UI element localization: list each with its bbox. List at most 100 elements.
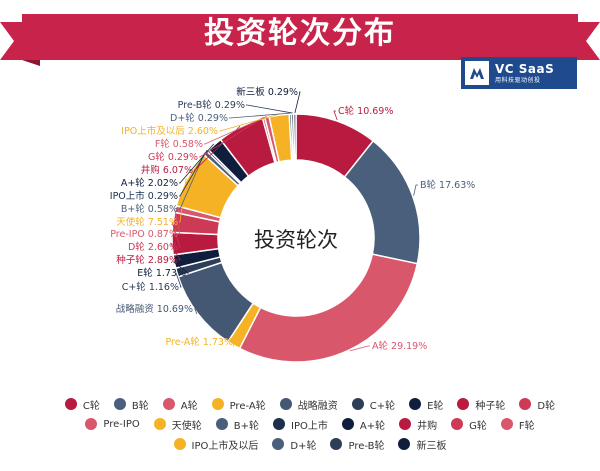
data-label-item-10: 天使轮 7.51% <box>116 216 178 228</box>
legend-item-d[interactable]: D+轮 <box>272 434 316 454</box>
data-label-ipo: IPO上市及以后 2.60% <box>121 125 218 137</box>
legend-item-c[interactable]: C轮 <box>64 394 100 414</box>
leader-line-b <box>413 184 418 196</box>
legend-swatch <box>173 438 186 450</box>
legend-swatch <box>215 418 228 430</box>
legend-label: F轮 <box>518 420 535 432</box>
leader-line-pre-a <box>232 341 236 347</box>
slice-item-20 <box>292 113 297 161</box>
data-label-a: A轮 29.19% <box>372 340 427 352</box>
legend-swatch <box>113 398 126 410</box>
legend-item-b[interactable]: B轮 <box>113 394 149 414</box>
legend-swatch <box>162 398 175 410</box>
leader-line-item-14 <box>194 125 241 171</box>
legend-swatch <box>500 418 513 430</box>
data-label-pre-ipo: Pre-IPO 0.87% <box>110 229 178 240</box>
legend-swatch <box>330 438 343 450</box>
legend-label: E轮 <box>427 400 444 412</box>
data-label-d: D+轮 0.29% <box>170 112 228 124</box>
slice-a <box>238 253 419 363</box>
leader-line-d <box>229 112 291 119</box>
legend-item-item-14[interactable]: 井购 <box>399 414 437 434</box>
legend-item-pre-a[interactable]: Pre-A轮 <box>211 394 266 414</box>
legend-item-item-10[interactable]: 天使轮 <box>153 414 202 434</box>
legend-item-item-4[interactable]: 战略融资 <box>279 394 338 414</box>
legend-label: G轮 <box>469 420 487 432</box>
donut-center-label: 投资轮次 <box>254 228 338 252</box>
leader-line-a <box>179 143 215 184</box>
leader-line-f <box>204 116 267 145</box>
leader-line-pre-ipo <box>174 208 181 235</box>
data-label-ipo: IPO上市 0.29% <box>110 190 178 202</box>
vc-saas-logo: VC SaaS 用科技驱动创投 <box>461 57 577 89</box>
legend-item-item-20[interactable]: 新三板 <box>398 434 446 454</box>
data-label-c: C轮 10.69% <box>338 105 393 117</box>
donut-chart: C轮 10.69% B轮 17.63% A轮 29.19% Pre-A轮 1.73% 战… <box>110 86 475 363</box>
data-label-pre-a: Pre-A轮 1.73% <box>165 336 233 348</box>
logo-name: VC SaaS <box>495 61 555 76</box>
leader-line-item-20 <box>294 91 301 114</box>
legend-label: Pre-IPO <box>103 418 140 430</box>
leader-line-e <box>173 261 190 274</box>
legend-swatch <box>409 398 422 410</box>
data-label-item-20: 新三板 0.29% <box>236 86 298 98</box>
leader-line-d <box>171 222 181 248</box>
legend-item-pre-ipo[interactable]: Pre-IPO <box>85 414 140 434</box>
legend-item-f[interactable]: F轮 <box>500 414 535 434</box>
leader-line-c <box>175 272 182 288</box>
legend-label: C+轮 <box>369 400 396 412</box>
legend-item-item-7[interactable]: 种子轮 <box>457 394 505 414</box>
legend-label: B轮 <box>131 400 149 412</box>
legend-label: A轮 <box>180 400 198 412</box>
title-banner <box>0 14 600 66</box>
legend-swatch <box>273 418 285 430</box>
legend-item-e[interactable]: E轮 <box>409 394 443 414</box>
legend-item-g[interactable]: G轮 <box>451 414 487 434</box>
legend-item-a[interactable]: A轮 <box>162 394 198 414</box>
legend-item-b[interactable]: B+轮 <box>215 414 259 434</box>
legend-label: 天使轮 <box>171 420 202 432</box>
leader-line-pre-b <box>246 104 293 114</box>
legend-swatch <box>64 398 77 410</box>
legend-label: 井购 <box>417 420 438 432</box>
data-label-g: G轮 0.29% <box>148 151 198 163</box>
legend-swatch <box>457 398 470 410</box>
legend-label: A+轮 <box>359 420 386 432</box>
data-label-e: E轮 1.73% <box>137 267 186 279</box>
logo-mark-icon <box>465 61 489 85</box>
legend-label: Pre-B轮 <box>348 440 385 452</box>
legend-swatch <box>451 418 464 430</box>
legend-label: B+轮 <box>233 420 259 432</box>
legend-item-ipo[interactable]: IPO上市 <box>273 414 328 434</box>
legend-label: C轮 <box>82 400 100 412</box>
legend-item-ipo[interactable]: IPO上市及以后 <box>173 434 258 454</box>
data-label-item-14: 井购 6.07% <box>141 164 193 176</box>
data-label-f: F轮 0.58% <box>155 138 203 150</box>
data-label-pre-b: Pre-B轮 0.29% <box>178 99 245 111</box>
data-label-b: B+轮 0.58% <box>121 203 178 215</box>
legend-label: D+轮 <box>290 440 317 452</box>
data-label-item-4: 战略融资 10.69% <box>116 303 193 315</box>
logo-tagline: 用科技驱动创投 <box>495 76 541 84</box>
chart-title: 投资轮次分布 <box>204 16 396 51</box>
legend-label: Pre-A轮 <box>229 400 266 412</box>
legend-swatch <box>341 418 354 430</box>
leader-line-item-7 <box>170 243 181 261</box>
legend-item-d[interactable]: D轮 <box>519 394 555 414</box>
leader-line-item-10 <box>179 178 187 223</box>
legend-swatch <box>398 438 411 450</box>
legend-swatch <box>272 438 285 450</box>
legend-label: 战略融资 <box>297 400 338 412</box>
legend-swatch <box>351 398 364 410</box>
legend-item-pre-b[interactable]: Pre-B轮 <box>330 434 384 454</box>
legend-label: D轮 <box>537 400 556 412</box>
legend-item-a[interactable]: A+轮 <box>341 414 386 434</box>
data-label-item-7: 种子轮 2.89% <box>116 254 178 266</box>
legend-swatch <box>279 398 292 410</box>
leader-line-a <box>349 345 370 352</box>
legend-label: IPO上市 <box>291 420 328 432</box>
leader-line-b <box>179 152 206 210</box>
legend-item-c[interactable]: C+轮 <box>351 394 396 414</box>
chart-legend: C轮 B轮 A轮 Pre-A轮 战略融资 C+轮 E轮 种子轮 D轮 Pre-IPO 天使轮 B+轮 I… <box>30 394 590 454</box>
leader-line-g <box>199 116 264 158</box>
